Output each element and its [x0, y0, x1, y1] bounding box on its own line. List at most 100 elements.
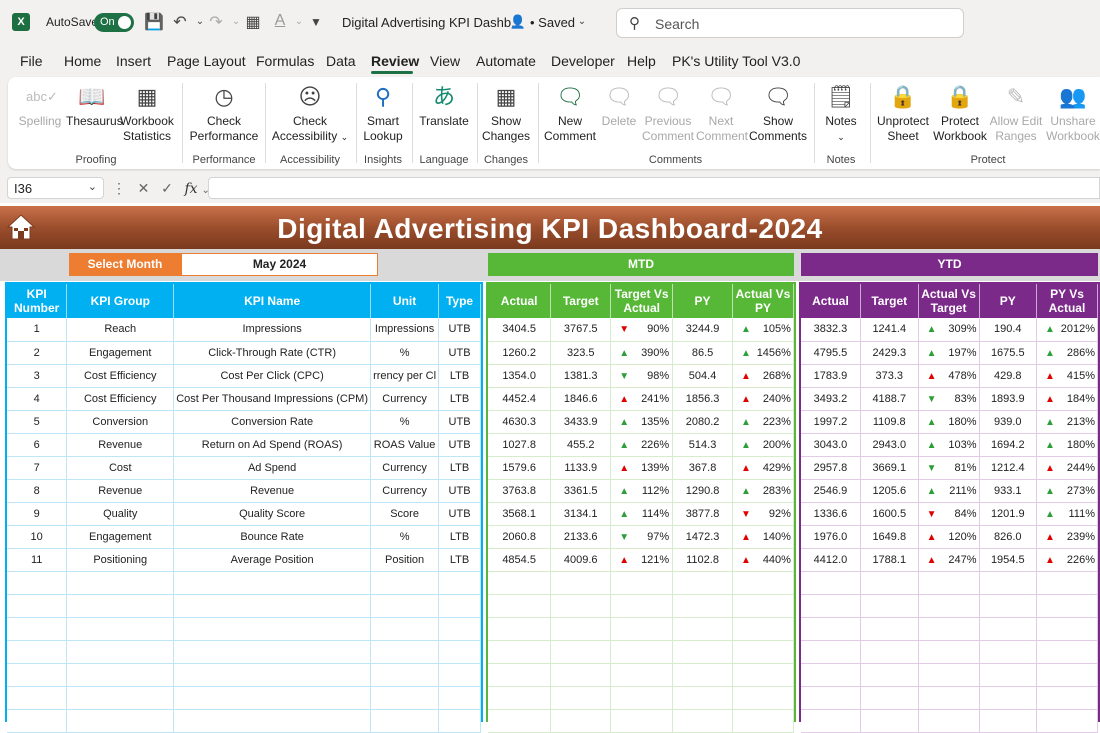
- kpi-number-cell[interactable]: 1: [7, 318, 68, 342]
- empty-cell[interactable]: [672, 686, 733, 710]
- mtd-target-cell[interactable]: 3134.1: [550, 502, 612, 526]
- kpi-group-cell[interactable]: Cost Efficiency: [66, 364, 175, 388]
- mtd-target-cell[interactable]: 1381.3: [550, 364, 612, 388]
- mtd-py-cell[interactable]: 3877.8: [672, 502, 733, 526]
- empty-cell[interactable]: [979, 594, 1037, 618]
- empty-cell[interactable]: [550, 663, 612, 687]
- tab-developer[interactable]: Developer: [551, 53, 615, 69]
- ytd-py-cell[interactable]: 1212.4: [979, 456, 1037, 480]
- mtd-actual-cell[interactable]: 1260.2: [488, 341, 552, 365]
- ytd-actual-vs-target-cell[interactable]: ▲ 120%: [918, 525, 980, 549]
- ytd-actual-cell[interactable]: 3493.2: [801, 387, 861, 411]
- empty-cell[interactable]: [860, 709, 919, 733]
- empty-cell[interactable]: [610, 617, 674, 641]
- kpi-name-cell[interactable]: Average Position: [173, 548, 372, 572]
- empty-cell[interactable]: [370, 617, 440, 641]
- kpi-number-cell[interactable]: 4: [7, 387, 68, 411]
- kpi-type-cell[interactable]: UTB: [438, 341, 481, 365]
- empty-cell[interactable]: [801, 571, 861, 595]
- ytd-target-cell[interactable]: 1109.8: [860, 410, 919, 434]
- customize-toolbar-icon[interactable]: ▼: [310, 15, 322, 29]
- ytd-actual-vs-target-cell[interactable]: ▼ 81%: [918, 456, 980, 480]
- empty-cell[interactable]: [860, 686, 919, 710]
- kpi-unit-cell[interactable]: Currency: [370, 456, 440, 480]
- kpi-unit-cell[interactable]: Position: [370, 548, 440, 572]
- new-comment-button[interactable]: 🗨 New Comment: [543, 83, 597, 144]
- mtd-target-vs-actual-cell[interactable]: ▲ 226%: [610, 433, 674, 457]
- ytd-actual-vs-target-cell[interactable]: ▲ 103%: [918, 433, 980, 457]
- empty-cell[interactable]: [1036, 686, 1099, 710]
- mtd-py-cell[interactable]: 504.4: [672, 364, 733, 388]
- tab-formulas[interactable]: Formulas: [256, 53, 315, 69]
- kpi-type-cell[interactable]: UTB: [438, 502, 481, 526]
- kpi-number-cell[interactable]: 3: [7, 364, 68, 388]
- empty-cell[interactable]: [66, 663, 175, 687]
- empty-cell[interactable]: [7, 617, 68, 641]
- kpi-unit-cell[interactable]: %: [370, 341, 440, 365]
- mtd-target-vs-actual-cell[interactable]: ▼ 98%: [610, 364, 674, 388]
- empty-cell[interactable]: [801, 640, 861, 664]
- mtd-actual-cell[interactable]: 2060.8: [488, 525, 552, 549]
- empty-cell[interactable]: [550, 640, 612, 664]
- kpi-unit-cell[interactable]: Currency: [370, 387, 440, 411]
- empty-cell[interactable]: [438, 640, 481, 664]
- tab-page-layout[interactable]: Page Layout: [167, 53, 246, 69]
- mtd-actual-vs-py-cell[interactable]: ▲ 140%: [732, 525, 795, 549]
- tab-view[interactable]: View: [430, 53, 461, 69]
- kpi-name-cell[interactable]: Quality Score: [173, 502, 372, 526]
- delete-comment-button[interactable]: 🗨 Delete: [600, 83, 638, 129]
- empty-cell[interactable]: [732, 617, 795, 641]
- empty-cell[interactable]: [860, 617, 919, 641]
- empty-cell[interactable]: [979, 640, 1037, 664]
- kpi-type-cell[interactable]: UTB: [438, 410, 481, 434]
- ytd-target-cell[interactable]: 1241.4: [860, 318, 919, 342]
- ytd-target-cell[interactable]: 1649.8: [860, 525, 919, 549]
- protect-workbook-button[interactable]: 🔒 Protect Workbook: [932, 83, 988, 144]
- translate-button[interactable]: あ Translate: [418, 83, 470, 129]
- select-month-dropdown[interactable]: May 2024: [181, 253, 378, 276]
- empty-cell[interactable]: [860, 594, 919, 618]
- kpi-type-cell[interactable]: UTB: [438, 318, 481, 342]
- ytd-py-vs-actual-cell[interactable]: ▲ 111%: [1036, 502, 1099, 526]
- check-accessibility-button[interactable]: ☹ Check Accessibility ⌄: [270, 83, 350, 145]
- empty-cell[interactable]: [672, 594, 733, 618]
- empty-cell[interactable]: [801, 663, 861, 687]
- mtd-actual-vs-py-cell[interactable]: ▲ 240%: [732, 387, 795, 411]
- kpi-name-cell[interactable]: Bounce Rate: [173, 525, 372, 549]
- mtd-target-vs-actual-cell[interactable]: ▲ 135%: [610, 410, 674, 434]
- mtd-target-vs-actual-cell[interactable]: ▼ 90%: [610, 318, 674, 342]
- empty-cell[interactable]: [610, 663, 674, 687]
- mtd-target-cell[interactable]: 3361.5: [550, 479, 612, 503]
- kpi-number-cell[interactable]: 5: [7, 410, 68, 434]
- empty-cell[interactable]: [918, 594, 980, 618]
- mtd-target-vs-actual-cell[interactable]: ▲ 121%: [610, 548, 674, 572]
- empty-cell[interactable]: [672, 663, 733, 687]
- search-box[interactable]: ⚲ Search: [616, 8, 964, 38]
- empty-cell[interactable]: [610, 640, 674, 664]
- smart-lookup-button[interactable]: ⚲ Smart Lookup: [360, 83, 406, 144]
- mtd-actual-cell[interactable]: 3404.5: [488, 318, 552, 342]
- empty-cell[interactable]: [438, 617, 481, 641]
- ytd-py-vs-actual-cell[interactable]: ▲ 273%: [1036, 479, 1099, 503]
- mtd-actual-vs-py-cell[interactable]: ▲ 268%: [732, 364, 795, 388]
- mtd-py-cell[interactable]: 1472.3: [672, 525, 733, 549]
- kpi-type-cell[interactable]: UTB: [438, 479, 481, 503]
- empty-cell[interactable]: [860, 663, 919, 687]
- empty-cell[interactable]: [7, 594, 68, 618]
- empty-cell[interactable]: [979, 686, 1037, 710]
- mtd-actual-cell[interactable]: 3763.8: [488, 479, 552, 503]
- kpi-group-cell[interactable]: Revenue: [66, 433, 175, 457]
- more-options-icon[interactable]: ⋮: [112, 180, 126, 196]
- cancel-icon[interactable]: ✕: [137, 180, 150, 196]
- mtd-target-cell[interactable]: 2133.6: [550, 525, 612, 549]
- kpi-group-cell[interactable]: Cost: [66, 456, 175, 480]
- empty-cell[interactable]: [370, 640, 440, 664]
- empty-cell[interactable]: [1036, 640, 1099, 664]
- mtd-target-cell[interactable]: 1846.6: [550, 387, 612, 411]
- tab-insert[interactable]: Insert: [116, 53, 152, 69]
- ytd-py-cell[interactable]: 939.0: [979, 410, 1037, 434]
- ytd-actual-cell[interactable]: 1783.9: [801, 364, 861, 388]
- ytd-target-cell[interactable]: 373.3: [860, 364, 919, 388]
- ytd-actual-vs-target-cell[interactable]: ▲ 197%: [918, 341, 980, 365]
- kpi-number-cell[interactable]: 10: [7, 525, 68, 549]
